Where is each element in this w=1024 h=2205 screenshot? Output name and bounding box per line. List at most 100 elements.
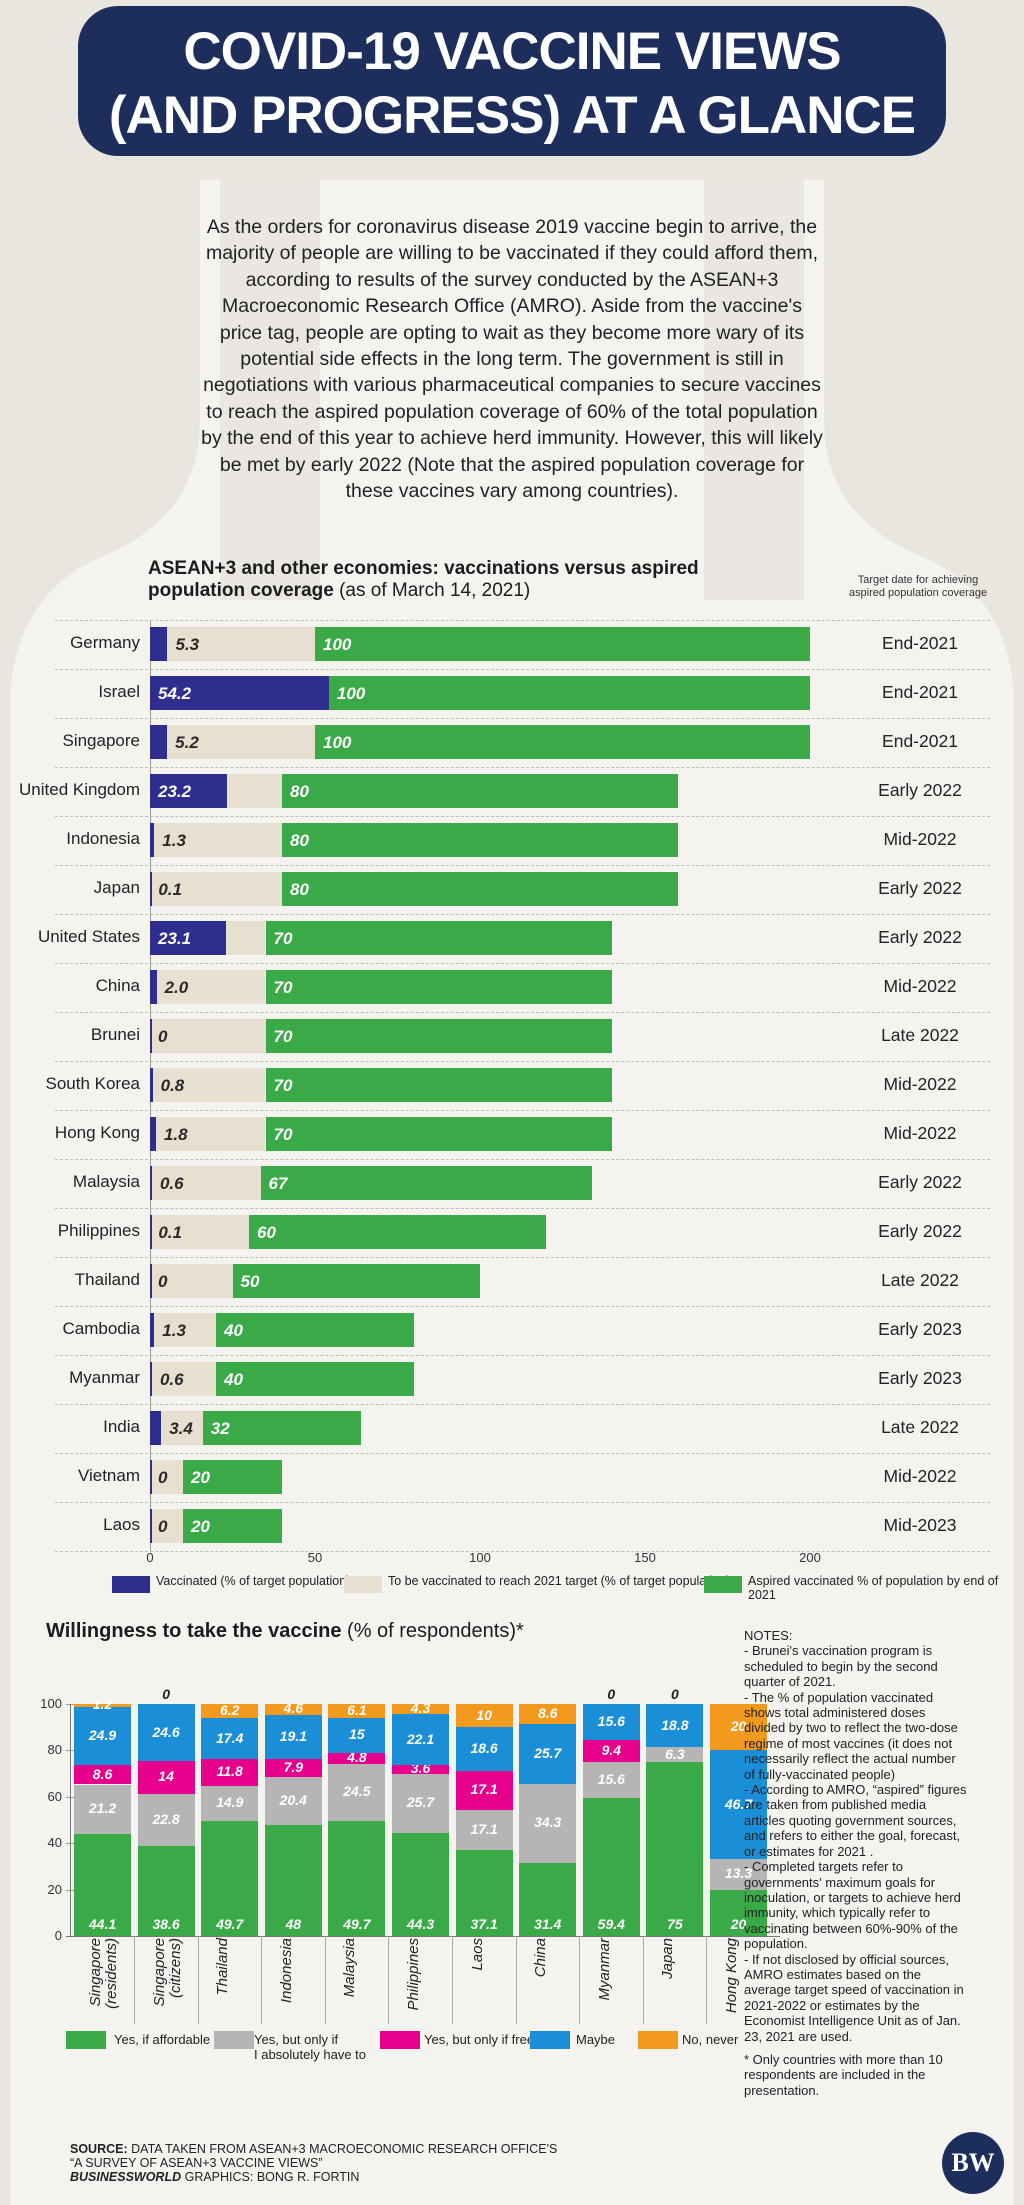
bar-vaccinated: [150, 1509, 152, 1543]
aspired-value-label: 70: [273, 1076, 293, 1095]
x-tick-label: 100: [469, 1550, 491, 1565]
row-divider: [55, 718, 990, 719]
bar-to-be-vaccinated: [154, 823, 282, 857]
chart2-title: Willingness to take the vaccine (% of re…: [46, 1620, 524, 1643]
stack-segment: [264, 1758, 322, 1778]
stack-segment: [582, 1740, 640, 1762]
vaccinated-value-label: 23.2: [158, 782, 192, 801]
category-divider: [452, 1936, 453, 2024]
bar-aspired: [216, 1313, 414, 1347]
segment-value-label: 10: [476, 1706, 492, 1723]
vaccinated-value-label: 0.1: [158, 1223, 182, 1242]
row-divider: [55, 1012, 990, 1013]
segment-value-label: 20.4: [279, 1791, 307, 1808]
target-date-label: Mid-2022: [883, 976, 957, 996]
x-tick-label: 200: [799, 1550, 821, 1565]
bar-to-be-vaccinated: [150, 1460, 183, 1494]
segment-value-label: 22.8: [152, 1811, 180, 1827]
target-date-label: Early 2022: [878, 780, 962, 800]
row-divider: [55, 865, 990, 866]
row-divider: [55, 1404, 990, 1405]
note-item: - If not disclosed by official sources, …: [744, 1951, 964, 2044]
category-label: Myanmar: [595, 1938, 613, 2001]
stack-segment: [201, 1820, 259, 1936]
country-label: United Kingdom: [19, 780, 140, 799]
stack-segment: [455, 1849, 513, 1936]
bar-vaccinated: [150, 970, 157, 1004]
stack-segment: [519, 1704, 577, 1724]
stack-segment: [328, 1752, 386, 1764]
category-label: Singapore (citizens): [150, 1938, 184, 2007]
segment-value-label: 22.1: [406, 1730, 435, 1747]
stack-segment: [646, 1703, 704, 1748]
stack-segment: [74, 1704, 131, 1707]
chart1-title-bold: ASEAN+3 and other economies: vaccination…: [148, 558, 699, 601]
stack-segment: [519, 1783, 577, 1864]
country-label: United States: [37, 927, 140, 946]
stack-segment: [137, 1704, 195, 1762]
target-date-header: Target date for achieving aspired popula…: [848, 574, 988, 599]
bar-vaccinated: [150, 872, 152, 906]
legend2-free: Yes, but only if free: [424, 2032, 535, 2047]
bar-to-be-vaccinated: [151, 1362, 216, 1396]
stack-segment: [328, 1717, 386, 1753]
bar-vaccinated: [150, 1117, 156, 1151]
segment-value-label: 21.2: [88, 1800, 117, 1817]
notes-footnote: * Only countries with more than 10 respo…: [744, 2051, 943, 2098]
target-date-label: Early 2022: [878, 927, 962, 947]
segment-value-label: 31.4: [534, 1916, 562, 1932]
bar-to-be-vaccinated: [226, 774, 282, 808]
legend2-have-to-line2: I absolutely have to: [254, 2047, 367, 2062]
country-label: Thailand: [74, 1270, 140, 1289]
bar-vaccinated: [150, 1362, 152, 1396]
segment-value-label: 34.3: [534, 1814, 562, 1831]
country-label: Cambodia: [62, 1319, 141, 1338]
target-date-label: Early 2023: [878, 1368, 962, 1388]
bar-aspired: [265, 921, 612, 955]
title-banner: [78, 6, 946, 156]
row-divider: [55, 1110, 990, 1111]
bar-vaccinated: [150, 1215, 152, 1249]
aspired-value-label: 67: [268, 1174, 288, 1193]
category-divider: [134, 1936, 135, 2024]
bar-aspired: [202, 1411, 362, 1445]
stack-segment: [201, 1758, 259, 1787]
stack-segment: [455, 1770, 513, 1811]
vaccinated-value-label: 0: [158, 1468, 168, 1487]
segment-value-label: 7.9: [283, 1759, 304, 1776]
credit-graphics: GRAPHICS: BONG R. FORTIN: [181, 2170, 360, 2184]
segment-value-label: 0: [607, 1686, 616, 1702]
vaccinated-value-label: 2.0: [164, 978, 189, 997]
source-credit: SOURCE: DATA TAKEN FROM ASEAN+3 MACROECO…: [70, 2142, 557, 2184]
note-item: - The % of population vaccinated shows t…: [744, 1689, 958, 1782]
segment-value-label: 15.6: [597, 1771, 625, 1788]
vaccinated-value-label: 0.1: [158, 880, 182, 899]
bar-vaccinated: [150, 676, 329, 710]
category-label: Singapore (residents): [87, 1938, 120, 2009]
stack-segment: [710, 1889, 767, 1936]
row-divider: [55, 1257, 990, 1258]
bar-vaccinated: [150, 921, 227, 955]
legend-to-be: To be vaccinated to reach 2021 target (%…: [388, 1574, 731, 1588]
chart2-yaxis: [70, 1704, 71, 1936]
bar-aspired: [282, 774, 678, 808]
bar-aspired: [315, 725, 810, 759]
source-label: SOURCE:: [70, 2142, 128, 2156]
stack-segment: [392, 1833, 449, 1936]
vaccinated-value-label: 0: [158, 1517, 168, 1536]
bar-vaccinated: [150, 1313, 155, 1347]
bar-aspired: [183, 1509, 282, 1543]
category-label: China: [532, 1938, 550, 1978]
bar-aspired: [265, 1019, 612, 1053]
stack-segment: [392, 1713, 449, 1766]
bar-aspired: [328, 676, 810, 710]
row-divider: [55, 620, 990, 621]
aspired-value-label: 80: [290, 831, 309, 850]
segment-value-label: 49.7: [343, 1916, 371, 1932]
intro-text: As the orders for coronavirus disease 20…: [201, 216, 823, 503]
stack-segment: [328, 1703, 386, 1718]
stack-segment: [710, 1750, 767, 1859]
legend-swatch-to-be: [344, 1576, 382, 1593]
segment-value-label: 0: [162, 1686, 170, 1702]
row-divider: [55, 1061, 990, 1062]
